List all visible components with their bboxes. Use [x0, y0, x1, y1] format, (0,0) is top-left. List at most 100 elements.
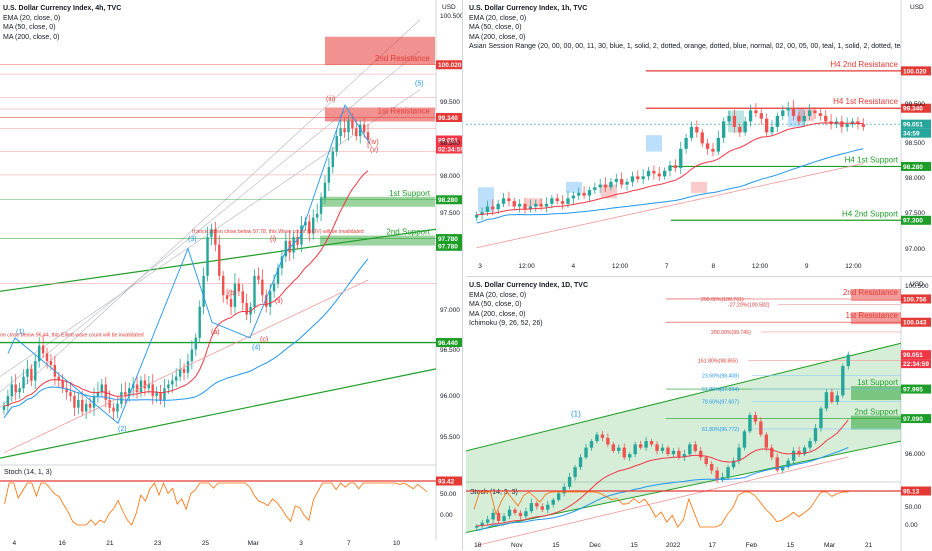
chart-4h-candle	[280, 256, 284, 269]
chart-4h-level-tag: 100.020	[438, 62, 462, 69]
chart-4h-level-tag-bg	[436, 113, 462, 123]
chart-1d-fib-label: 61.80%(96.772)	[702, 427, 739, 433]
chart-1h-level-tag: 98.280	[903, 164, 923, 171]
chart-1h-candle	[475, 214, 479, 218]
chart-1h-header: U.S. Dollar Currency Index, 1h, TVC EMA …	[469, 4, 901, 52]
chart-1d-panel[interactable]: 2nd Resistance 100.756 1st Resistance 100.0…	[466, 276, 932, 551]
chart-1h-candle	[577, 192, 581, 196]
chart-4h-candle	[327, 167, 331, 183]
chart-1d-candle	[791, 450, 796, 461]
chart-1h-candle	[641, 176, 645, 180]
chart-1d-level-tag-bg	[901, 384, 931, 394]
chart-1d-x-tick: 15	[630, 542, 638, 549]
chart-1h-candle	[818, 113, 823, 116]
chart-4h-extra-tag-2-bg	[436, 241, 462, 251]
chart-4h-candle	[143, 380, 147, 389]
chart-1d-candle	[808, 441, 812, 448]
chart-1h-candle	[759, 113, 763, 119]
chart-4h-candle	[30, 368, 33, 381]
chart-4h-ema-label: EMA (20, close, 0)	[3, 14, 61, 22]
chart-4h-panel[interactable]: 2nd Resistance 100.020 1st Resistance 99.34…	[0, 0, 463, 550]
chart-4h-canvas[interactable]: 2nd Resistance 100.020 1st Resistance 99.34…	[0, 0, 462, 550]
chart-1h-candle	[646, 170, 651, 177]
chart-1h-candle	[625, 181, 629, 185]
chart-4h-candle	[347, 120, 350, 133]
chart-1h-y-tick: 98.000	[905, 175, 925, 182]
chart-4h-candle	[225, 295, 229, 300]
chart-1d-candle	[622, 447, 626, 458]
chart-4h-candle	[296, 237, 299, 245]
chart-4h-candle	[218, 244, 221, 276]
chart-1h-candle	[598, 184, 602, 188]
chart-1h-ma200-label: MA (200, close, 0)	[469, 33, 526, 41]
chart-1h-candle	[539, 203, 543, 207]
chart-1d-candle	[584, 447, 588, 458]
chart-1h-y-tick: 97.500	[905, 210, 925, 217]
chart-1d-level-label: 2nd Support	[854, 408, 898, 417]
chart-1h-candle	[732, 115, 737, 127]
chart-4h-wave-label: (b)	[228, 290, 237, 297]
chart-1d-candle	[737, 447, 741, 461]
chart-4h-candle	[284, 240, 288, 257]
chart-1h-x-tick: 7	[665, 263, 669, 270]
chart-1h-candle	[544, 203, 549, 207]
chart-1h-candle	[609, 181, 613, 188]
chart-1h-candle	[636, 176, 640, 180]
chart-4h-level-tag: 98.280	[438, 197, 458, 204]
chart-1d-candle	[830, 392, 834, 402]
chart-4h-candle	[351, 120, 354, 129]
chart-1d-level-zone	[851, 415, 901, 430]
chart-4h-candle	[45, 353, 49, 362]
chart-4h-level-tag-bg	[436, 60, 462, 70]
chart-1h-candle	[550, 198, 554, 204]
chart-4h-candle	[245, 302, 248, 315]
chart-1d-candle	[742, 431, 747, 448]
chart-1h-level-tag: 100.020	[903, 68, 927, 75]
chart-4h-candle	[319, 198, 323, 214]
chart-1d-candle	[753, 415, 758, 422]
chart-1h-x-tick: 9	[805, 263, 809, 270]
chart-4h-extra-tag: 96.440	[438, 340, 458, 347]
chart-4h-candle	[37, 345, 41, 362]
chart-4h-candle	[10, 384, 14, 397]
chart-1d-candle	[720, 477, 725, 481]
chart-4h-ema-line	[3, 170, 369, 407]
chart-1h-currency: USD	[910, 4, 924, 11]
chart-4h-candle	[300, 225, 303, 245]
chart-1h-canvas[interactable]: H4 2nd Resistance 100.020 H4 1st Resistanc…	[466, 0, 932, 272]
chart-1d-level-label: 1st Support	[857, 378, 899, 387]
chart-1h-panel[interactable]: H4 2nd Resistance 100.020 H4 1st Resistanc…	[466, 0, 932, 272]
chart-1d-level-tag: 100.043	[903, 320, 927, 327]
chart-4h-candle	[288, 240, 291, 253]
chart-1d-candle	[573, 467, 577, 477]
chart-1d-channel-top	[466, 342, 902, 452]
chart-1d-candle	[496, 512, 501, 522]
chart-1d-candle	[709, 463, 714, 471]
chart-4h-candle	[14, 384, 17, 393]
chart-4h-candle	[69, 392, 72, 397]
chart-4h-y-tick: 98.500	[440, 140, 460, 147]
chart-1h-candle	[679, 148, 683, 169]
chart-1d-candle	[611, 444, 616, 451]
chart-1d-candle	[628, 454, 632, 458]
chart-4h-candle	[128, 388, 131, 397]
chart-1d-canvas[interactable]: 2nd Resistance 100.756 1st Resistance 100.0…	[466, 277, 932, 551]
chart-1h-candle	[770, 126, 774, 133]
chart-4h-candle	[108, 399, 111, 408]
chart-1d-candle	[726, 467, 730, 477]
chart-1h-level-label: H4 1st Resistance	[833, 97, 898, 106]
chart-4h-candle	[358, 124, 362, 137]
chart-4h-currency: USD	[442, 4, 456, 11]
chart-4h-candle	[308, 221, 311, 234]
chart-4h-candle	[84, 403, 88, 412]
chart-1d-candle	[507, 509, 512, 517]
chart-1h-ema-line	[476, 122, 864, 216]
chart-1d-level-zone	[851, 288, 901, 301]
chart-4h-candle	[100, 384, 104, 393]
chart-1h-candle	[582, 192, 586, 196]
chart-1h-candle	[571, 195, 576, 199]
chart-1h-candle	[797, 115, 801, 122]
chart-1h-y-tick: 97.000	[905, 246, 925, 253]
chart-4h-wave-label: (iii)	[326, 96, 335, 103]
chart-1h-candle	[738, 126, 742, 133]
